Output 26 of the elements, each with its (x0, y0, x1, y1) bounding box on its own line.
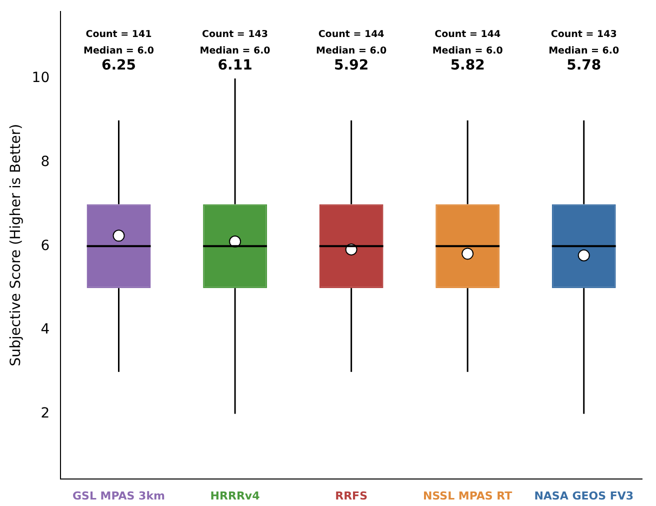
annotation: Count = 143 (202, 28, 268, 40)
x-tick-label: GSL MPAS 3km (72, 489, 166, 502)
annotation: 5.82 (450, 58, 485, 74)
y-tick-label: 8 (40, 154, 50, 170)
y-tick-label: 2 (40, 405, 50, 422)
annotation: Count = 144 (318, 28, 385, 40)
annotation: 5.92 (334, 58, 369, 74)
annotation: Count = 143 (550, 28, 617, 40)
annotation: 5.78 (566, 58, 602, 74)
annotation: 6.11 (218, 58, 252, 74)
annotation: Median = 6.0 (83, 46, 154, 57)
x-tick-label: NSSL MPAS RT (423, 489, 513, 502)
y-axis-title: Subjective Score (Higher is Better) (8, 124, 24, 366)
annotation: Median = 6.0 (200, 46, 271, 57)
annotation: Median = 6.0 (432, 46, 504, 57)
y-tick-label: 6 (40, 238, 50, 254)
x-tick-label: NASA GEOS FV3 (534, 489, 634, 502)
annotation: Median = 6.0 (316, 46, 387, 57)
annotation: Count = 144 (434, 28, 501, 40)
annotation: 6.25 (101, 58, 136, 74)
annotation: Count = 141 (86, 28, 152, 40)
x-tick-label: HRRRv4 (210, 489, 260, 502)
y-tick-label: 4 (40, 322, 50, 338)
annotation: Median = 6.0 (548, 46, 620, 57)
x-tick-label: RRFS (335, 489, 368, 502)
y-tick-label: 10 (32, 70, 50, 86)
